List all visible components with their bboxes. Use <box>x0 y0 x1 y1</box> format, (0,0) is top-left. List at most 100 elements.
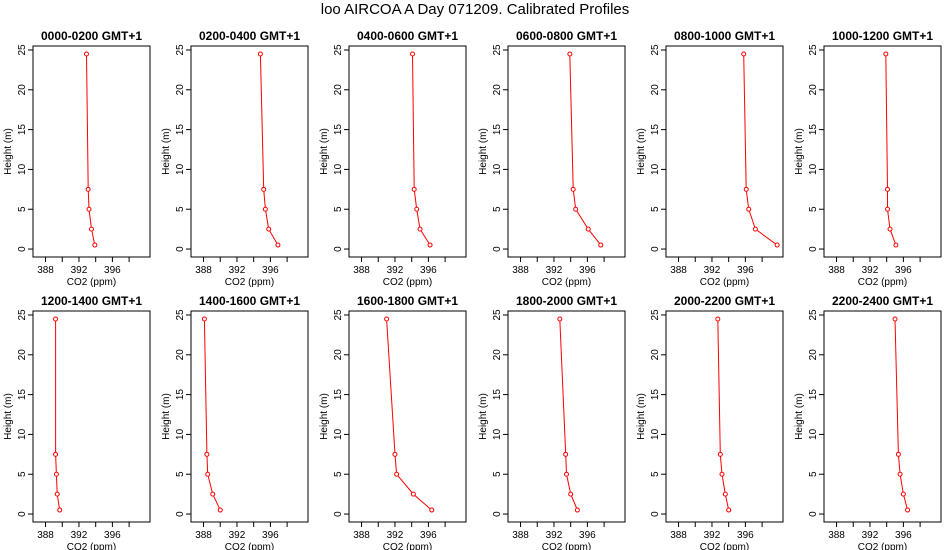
x-tick-label: 392 <box>546 265 563 276</box>
x-tick-label: 388 <box>353 265 370 276</box>
y-tick-label: 0 <box>650 246 661 252</box>
x-tick-label: 396 <box>104 530 121 541</box>
y-tick-label: 10 <box>333 163 344 175</box>
x-tick-label: 388 <box>353 530 370 541</box>
x-tick-label: 388 <box>828 530 845 541</box>
y-tick-label: 10 <box>333 428 344 440</box>
x-tick-label: 396 <box>104 265 121 276</box>
y-tick-label: 20 <box>808 84 819 96</box>
y-tick-label: 5 <box>175 206 186 212</box>
x-tick-label: 396 <box>579 265 596 276</box>
y-tick-label: 10 <box>175 428 186 440</box>
plot-frame <box>665 45 784 258</box>
data-point <box>417 226 423 232</box>
x-tick-label: 388 <box>195 265 212 276</box>
data-point <box>261 186 267 192</box>
y-tick-label: 25 <box>17 44 28 56</box>
y-axis-label: Height (m) <box>319 393 330 440</box>
data-point <box>54 491 60 497</box>
x-tick-label: 392 <box>71 530 88 541</box>
plot-frame <box>665 310 784 523</box>
data-point <box>92 242 98 248</box>
data-point <box>83 51 89 57</box>
series-line <box>717 318 730 511</box>
data-point <box>893 242 899 248</box>
data-point <box>900 491 906 497</box>
panel-title: 1800-2000 GMT+1 <box>516 294 617 308</box>
x-tick-label: 388 <box>670 530 687 541</box>
y-axis-label: Height (m) <box>636 128 647 175</box>
data-point <box>563 451 569 457</box>
data-point <box>266 226 272 232</box>
x-tick-label: 388 <box>670 265 687 276</box>
data-point <box>574 507 580 513</box>
panel-title: 1000-1200 GMT+1 <box>832 29 933 43</box>
y-axis-label: Height (m) <box>3 128 14 175</box>
x-axis-label: CO2 (ppm) <box>700 542 749 550</box>
y-tick-label: 5 <box>333 206 344 212</box>
data-point <box>598 242 604 248</box>
data-point <box>717 451 723 457</box>
panel-title: 0600-0800 GMT+1 <box>516 29 617 43</box>
series-line <box>894 318 909 511</box>
x-tick-label: 392 <box>546 530 563 541</box>
y-tick-label: 5 <box>17 471 28 477</box>
y-tick-label: 5 <box>492 206 503 212</box>
data-point <box>201 316 207 322</box>
y-tick-label: 15 <box>333 389 344 401</box>
series-line <box>559 318 578 511</box>
y-axis-label: Height (m) <box>478 128 489 175</box>
x-tick-label: 388 <box>828 265 845 276</box>
page-title: loo AIRCOA A Day 071209. Calibrated Prof… <box>320 1 630 18</box>
y-tick-label: 15 <box>333 124 344 136</box>
x-tick-label: 392 <box>704 530 721 541</box>
y-tick-label: 25 <box>650 44 661 56</box>
y-tick-label: 20 <box>650 349 661 361</box>
y-axis-label: Height (m) <box>161 393 172 440</box>
data-point <box>883 51 889 57</box>
series-line <box>386 318 433 511</box>
y-tick-label: 0 <box>808 511 819 517</box>
series-line <box>412 53 431 246</box>
x-tick-label: 388 <box>37 265 54 276</box>
data-point <box>557 316 563 322</box>
data-point <box>204 451 210 457</box>
y-tick-label: 25 <box>17 309 28 321</box>
plot-frame <box>348 310 467 523</box>
y-tick-label: 15 <box>650 124 661 136</box>
data-point <box>715 316 721 322</box>
x-tick-label: 388 <box>512 530 529 541</box>
y-tick-label: 5 <box>175 471 186 477</box>
panel-title: 0000-0200 GMT+1 <box>41 29 142 43</box>
y-tick-label: 15 <box>175 389 186 401</box>
panel-title: 0400-0600 GMT+1 <box>357 29 458 43</box>
y-axis-label: Height (m) <box>636 393 647 440</box>
data-point <box>86 206 92 212</box>
y-tick-label: 25 <box>175 309 186 321</box>
panel-title: 2200-2400 GMT+1 <box>832 294 933 308</box>
x-tick-label: 396 <box>895 530 912 541</box>
data-point <box>895 451 901 457</box>
y-tick-label: 20 <box>492 84 503 96</box>
plot-frame <box>32 45 151 258</box>
data-point <box>53 471 59 477</box>
plot-frame <box>507 310 626 523</box>
data-point <box>897 471 903 477</box>
data-point <box>564 471 569 477</box>
data-point <box>210 491 216 497</box>
y-tick-label: 0 <box>333 511 344 517</box>
y-tick-label: 25 <box>808 44 819 56</box>
y-tick-label: 0 <box>17 511 28 517</box>
y-tick-label: 0 <box>17 246 28 252</box>
y-tick-label: 20 <box>333 84 344 96</box>
data-point <box>885 206 891 212</box>
panel-title: 2000-2200 GMT+1 <box>674 294 775 308</box>
data-point <box>85 186 91 192</box>
